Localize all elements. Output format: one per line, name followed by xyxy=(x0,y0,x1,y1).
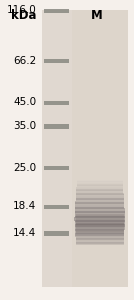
FancyBboxPatch shape xyxy=(75,206,124,208)
FancyBboxPatch shape xyxy=(76,221,124,222)
FancyBboxPatch shape xyxy=(76,231,124,232)
FancyBboxPatch shape xyxy=(76,233,124,234)
FancyBboxPatch shape xyxy=(75,233,124,235)
FancyBboxPatch shape xyxy=(75,234,124,236)
FancyBboxPatch shape xyxy=(75,228,124,230)
FancyBboxPatch shape xyxy=(76,238,124,240)
FancyBboxPatch shape xyxy=(76,224,124,225)
FancyBboxPatch shape xyxy=(44,8,69,13)
FancyBboxPatch shape xyxy=(76,239,124,241)
FancyBboxPatch shape xyxy=(76,232,124,233)
FancyBboxPatch shape xyxy=(75,221,125,223)
FancyBboxPatch shape xyxy=(76,217,124,218)
FancyBboxPatch shape xyxy=(76,225,124,226)
FancyBboxPatch shape xyxy=(44,231,69,236)
FancyBboxPatch shape xyxy=(75,219,125,220)
FancyBboxPatch shape xyxy=(76,197,124,199)
FancyBboxPatch shape xyxy=(76,216,124,217)
Text: 14.4: 14.4 xyxy=(13,228,37,238)
FancyBboxPatch shape xyxy=(76,230,124,231)
FancyBboxPatch shape xyxy=(75,210,125,212)
FancyBboxPatch shape xyxy=(75,218,125,219)
FancyBboxPatch shape xyxy=(75,208,125,210)
FancyBboxPatch shape xyxy=(44,124,69,129)
FancyBboxPatch shape xyxy=(44,166,69,170)
FancyBboxPatch shape xyxy=(76,193,124,195)
FancyBboxPatch shape xyxy=(75,220,125,222)
FancyBboxPatch shape xyxy=(76,237,124,239)
FancyBboxPatch shape xyxy=(75,215,125,217)
FancyBboxPatch shape xyxy=(75,226,125,228)
FancyBboxPatch shape xyxy=(75,202,124,204)
Text: 18.4: 18.4 xyxy=(13,202,37,212)
FancyBboxPatch shape xyxy=(44,59,69,63)
FancyBboxPatch shape xyxy=(76,219,124,220)
FancyBboxPatch shape xyxy=(76,222,124,223)
FancyBboxPatch shape xyxy=(76,226,124,227)
Text: 45.0: 45.0 xyxy=(13,98,37,107)
FancyBboxPatch shape xyxy=(75,212,125,214)
FancyBboxPatch shape xyxy=(75,223,125,224)
Text: 66.2: 66.2 xyxy=(13,56,37,66)
Text: 35.0: 35.0 xyxy=(13,121,37,131)
FancyBboxPatch shape xyxy=(75,225,125,227)
FancyBboxPatch shape xyxy=(76,241,124,242)
Text: 116.0: 116.0 xyxy=(7,5,37,15)
FancyBboxPatch shape xyxy=(76,189,123,191)
Text: M: M xyxy=(91,9,103,22)
FancyBboxPatch shape xyxy=(76,190,123,192)
FancyBboxPatch shape xyxy=(76,234,124,235)
FancyBboxPatch shape xyxy=(76,224,124,226)
FancyBboxPatch shape xyxy=(77,184,123,186)
FancyBboxPatch shape xyxy=(76,187,123,188)
FancyBboxPatch shape xyxy=(77,185,123,187)
FancyBboxPatch shape xyxy=(42,10,128,287)
FancyBboxPatch shape xyxy=(77,183,123,184)
FancyBboxPatch shape xyxy=(76,198,124,200)
FancyBboxPatch shape xyxy=(76,188,123,190)
Text: kDa: kDa xyxy=(11,9,37,22)
FancyBboxPatch shape xyxy=(75,203,124,205)
FancyBboxPatch shape xyxy=(75,205,124,206)
Text: 25.0: 25.0 xyxy=(13,163,37,173)
FancyBboxPatch shape xyxy=(76,228,124,229)
FancyBboxPatch shape xyxy=(75,236,124,237)
FancyBboxPatch shape xyxy=(76,196,124,197)
FancyBboxPatch shape xyxy=(76,220,124,221)
FancyBboxPatch shape xyxy=(76,218,124,219)
FancyBboxPatch shape xyxy=(44,205,69,209)
FancyBboxPatch shape xyxy=(76,214,124,215)
FancyBboxPatch shape xyxy=(76,194,124,196)
FancyBboxPatch shape xyxy=(42,10,72,287)
FancyBboxPatch shape xyxy=(76,214,124,216)
FancyBboxPatch shape xyxy=(72,10,128,287)
FancyBboxPatch shape xyxy=(76,200,124,201)
FancyBboxPatch shape xyxy=(75,232,124,233)
FancyBboxPatch shape xyxy=(75,216,125,218)
FancyBboxPatch shape xyxy=(76,242,124,244)
FancyBboxPatch shape xyxy=(44,101,69,105)
FancyBboxPatch shape xyxy=(76,236,124,237)
FancyBboxPatch shape xyxy=(75,207,124,209)
FancyBboxPatch shape xyxy=(75,201,124,203)
FancyBboxPatch shape xyxy=(76,243,124,245)
FancyBboxPatch shape xyxy=(76,230,124,232)
FancyBboxPatch shape xyxy=(75,229,124,231)
FancyBboxPatch shape xyxy=(75,230,124,232)
FancyBboxPatch shape xyxy=(76,229,124,230)
FancyBboxPatch shape xyxy=(75,224,125,226)
FancyBboxPatch shape xyxy=(76,192,123,194)
FancyBboxPatch shape xyxy=(75,214,125,215)
FancyBboxPatch shape xyxy=(76,223,124,224)
FancyBboxPatch shape xyxy=(76,215,124,217)
FancyBboxPatch shape xyxy=(76,227,124,228)
FancyBboxPatch shape xyxy=(76,235,124,236)
FancyBboxPatch shape xyxy=(75,211,125,213)
